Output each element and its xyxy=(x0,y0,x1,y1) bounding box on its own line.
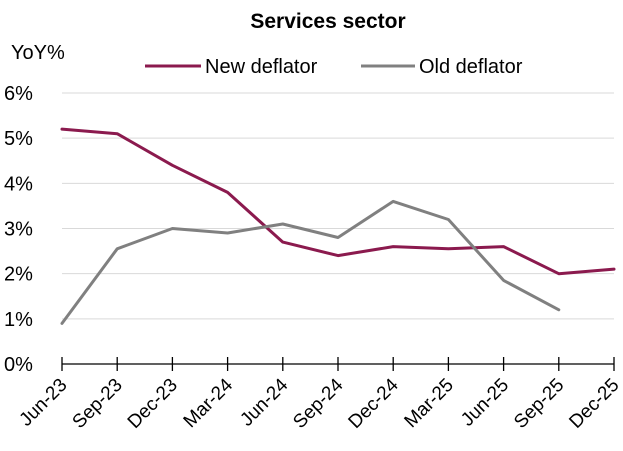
y-tick-label: 4% xyxy=(4,173,33,195)
x-tick-label: Dec-23 xyxy=(124,375,182,433)
x-tick-label: Jun-23 xyxy=(16,375,72,431)
legend-label-old-deflator: Old deflator xyxy=(419,56,523,78)
legend-item-new-deflator: New deflator xyxy=(145,56,318,78)
legend-label-new-deflator: New deflator xyxy=(205,56,318,78)
x-tick-label: Jun-25 xyxy=(457,375,513,431)
legend: New deflator Old deflator xyxy=(145,56,523,78)
y-tick-label: 5% xyxy=(4,128,33,150)
x-tick-label: Dec-24 xyxy=(345,374,403,432)
legend-item-old-deflator: Old deflator xyxy=(361,56,523,78)
y-axis-unit-label: YoY% xyxy=(11,42,65,64)
y-tick-label: 3% xyxy=(4,219,33,241)
gridlines xyxy=(62,92,614,320)
x-tick-label: Mar-25 xyxy=(401,375,458,432)
y-tick-label: 1% xyxy=(4,309,33,331)
x-tick-label: Sep-25 xyxy=(510,375,568,433)
x-tick-label: Mar-24 xyxy=(180,374,238,432)
y-tick-label: 2% xyxy=(4,264,33,286)
series-line-old-deflator xyxy=(60,199,561,325)
y-tick-label: 6% xyxy=(4,83,33,105)
x-tick-label: Jun-24 xyxy=(236,374,292,430)
series xyxy=(60,127,616,325)
y-axis-ticks: 0% 1% 2% 3% 4% 5% 6% xyxy=(4,83,33,376)
chart-title: Services sector xyxy=(250,10,405,33)
x-tick-label: Sep-24 xyxy=(289,374,347,432)
x-tick-label: Sep-23 xyxy=(69,375,127,433)
series-line-new-deflator xyxy=(60,127,616,276)
x-tick-label: Dec-25 xyxy=(565,375,623,433)
y-tick-label: 0% xyxy=(4,354,33,376)
